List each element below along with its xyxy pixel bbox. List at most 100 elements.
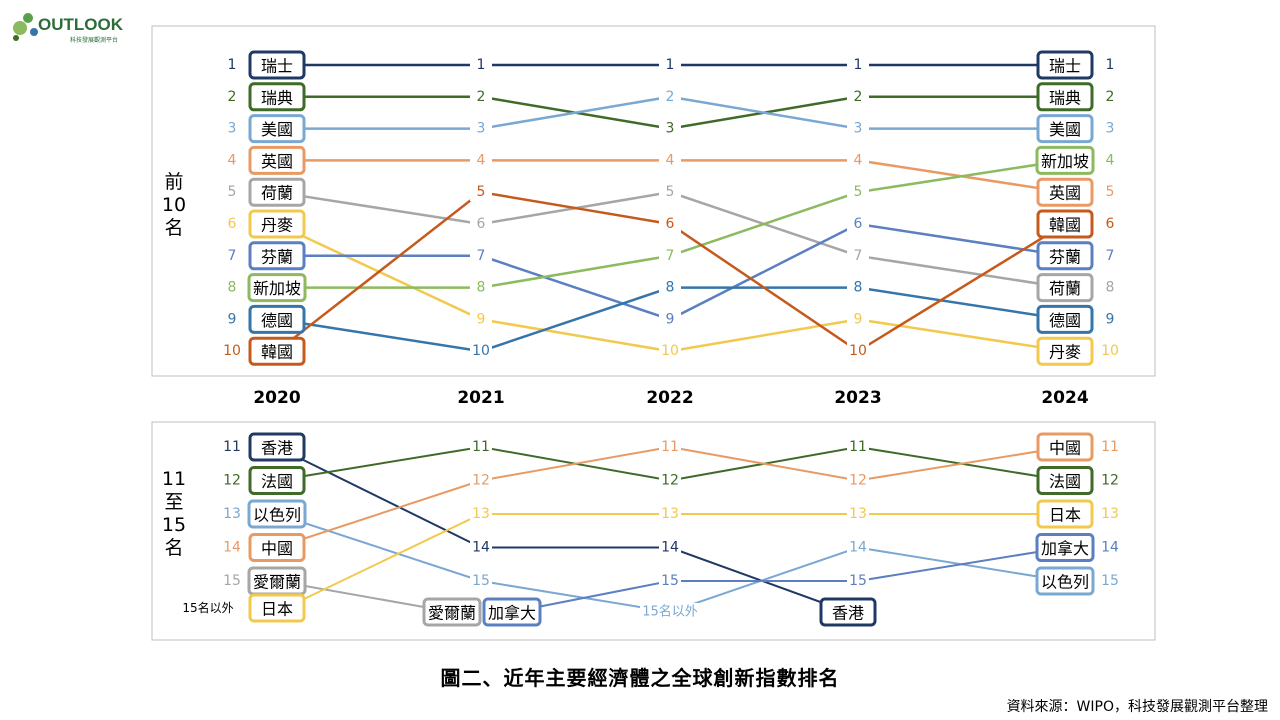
rank-bg xyxy=(470,572,492,590)
panel-label-top-line-1: 10 xyxy=(162,194,186,216)
rank-英國-2023: 4 xyxy=(854,152,863,168)
country-label-法國: 法國 xyxy=(1049,472,1081,491)
country-label-芬蘭: 芬蘭 xyxy=(261,247,293,266)
country-label-新加坡: 新加坡 xyxy=(253,279,301,298)
country-label-美國: 美國 xyxy=(1049,120,1081,139)
rank-美國-2022: 2 xyxy=(666,89,675,105)
rank-中國-2024: 11 xyxy=(1101,439,1119,455)
rank-丹麥-2020: 6 xyxy=(228,216,237,232)
rank-bg xyxy=(470,183,492,202)
rank-bg xyxy=(659,246,681,265)
country-label-加拿大: 加拿大 xyxy=(488,604,536,623)
series-line-香港 xyxy=(276,446,849,613)
rank-法國-2022: 12 xyxy=(661,473,679,489)
rank-bg xyxy=(470,505,492,523)
country-label-荷蘭: 荷蘭 xyxy=(1049,279,1081,298)
country-box-法國 xyxy=(1036,466,1094,495)
rank-瑞士-2022: 1 xyxy=(666,57,675,73)
rank-愛爾蘭-2020: 15 xyxy=(223,573,241,589)
country-box-日本 xyxy=(1036,499,1094,529)
rank-加拿大-2022: 15 xyxy=(661,573,679,589)
rank-bg xyxy=(847,56,869,74)
rank-以色列-2022: 15名以外 xyxy=(642,604,698,620)
country-box-芬蘭 xyxy=(1036,241,1094,271)
rank-bg xyxy=(470,538,492,557)
country-box-中國 xyxy=(248,533,306,562)
country-label-日本: 日本 xyxy=(261,600,293,619)
country-label-德國: 德國 xyxy=(1049,311,1081,330)
rank-法國-2023: 11 xyxy=(849,439,867,455)
rank-日本-2023: 13 xyxy=(849,506,867,522)
rank-美國-2023: 3 xyxy=(854,121,863,137)
country-label-瑞士: 瑞士 xyxy=(261,57,293,76)
source-note: 資料來源：WIPO，科技發展觀測平台整理 xyxy=(1006,699,1268,715)
rank-瑞典-2020: 2 xyxy=(228,89,237,105)
rank-美國-2024: 3 xyxy=(1106,121,1115,137)
rank-bg xyxy=(470,87,492,106)
country-label-丹麥: 丹麥 xyxy=(1049,343,1081,362)
country-label-香港: 香港 xyxy=(261,439,293,458)
country-box-加拿大 xyxy=(1035,533,1095,562)
rank-芬蘭-2020: 7 xyxy=(228,248,237,264)
rank-荷蘭-2023: 7 xyxy=(854,248,863,264)
rank-bg xyxy=(659,310,681,329)
year-label-2020: 2020 xyxy=(253,388,300,408)
rank-新加坡-2023: 5 xyxy=(854,184,863,200)
rank-bg xyxy=(847,87,869,106)
country-box-德國 xyxy=(1036,304,1094,334)
country-box-香港 xyxy=(819,597,877,627)
country-label-日本: 日本 xyxy=(1049,506,1081,525)
country-box-瑞典 xyxy=(1036,82,1094,112)
panel-bottom-frame xyxy=(151,421,1156,641)
rank-芬蘭-2024: 7 xyxy=(1106,248,1115,264)
rank-德國-2021: 10 xyxy=(472,343,490,359)
rank-荷蘭-2022: 5 xyxy=(666,184,675,200)
year-label-2024: 2024 xyxy=(1041,388,1088,408)
rank-日本-2024: 13 xyxy=(1101,506,1119,522)
figure-caption: 圖二、近年主要經濟體之全球創新指數排名 xyxy=(440,666,840,690)
country-label-愛爾蘭: 愛爾蘭 xyxy=(253,573,301,592)
rank-中國-2022: 11 xyxy=(661,439,679,455)
rank-韓國-2022: 6 xyxy=(666,216,675,232)
rank-bg xyxy=(659,151,681,170)
rank-加拿大-2023: 15 xyxy=(849,573,867,589)
country-label-丹麥: 丹麥 xyxy=(261,216,293,235)
rank-bg xyxy=(659,119,681,138)
rank-瑞士-2020: 1 xyxy=(228,57,237,73)
country-box-中國 xyxy=(1036,432,1094,462)
rank-bg xyxy=(847,183,869,202)
country-box-日本 xyxy=(248,593,306,623)
year-label-2023: 2023 xyxy=(834,388,881,408)
country-label-芬蘭: 芬蘭 xyxy=(1049,247,1081,266)
rank-韓國-2020: 10 xyxy=(223,343,241,359)
year-label-2022: 2022 xyxy=(646,388,693,408)
panel-label-bottom-line-0: 11 xyxy=(162,468,186,490)
rank-芬蘭-2023: 6 xyxy=(854,216,863,232)
country-box-韓國 xyxy=(248,336,306,366)
rank-bg xyxy=(847,572,869,590)
rank-瑞典-2023: 2 xyxy=(854,89,863,105)
panel-label-bottom-line-3: 名 xyxy=(164,537,183,559)
rank-美國-2020: 3 xyxy=(228,121,237,137)
rank-bg xyxy=(847,505,869,523)
country-box-新加坡 xyxy=(1035,145,1095,175)
country-box-荷蘭 xyxy=(248,177,306,207)
svg-text:科技發展觀測平台: 科技發展觀測平台 xyxy=(70,36,118,44)
country-label-英國: 英國 xyxy=(261,152,293,171)
country-box-法國 xyxy=(248,466,306,495)
rank-丹麥-2021: 9 xyxy=(477,311,486,327)
rank-日本-2021: 13 xyxy=(472,506,490,522)
panel-label-bottom-line-1: 至 xyxy=(164,491,183,513)
series-line-荷蘭 xyxy=(276,190,1066,289)
rank-bg xyxy=(640,603,700,621)
rank-英國-2020: 4 xyxy=(228,152,237,168)
series-line-日本 xyxy=(276,513,1065,613)
country-label-瑞典: 瑞典 xyxy=(1049,88,1081,107)
country-box-德國 xyxy=(248,304,306,334)
country-box-丹麥 xyxy=(248,209,306,239)
rank-bg xyxy=(470,246,492,265)
country-box-香港 xyxy=(248,432,306,462)
rank-德國-2024: 9 xyxy=(1106,311,1115,327)
rank-芬蘭-2021: 7 xyxy=(477,248,486,264)
rank-bg xyxy=(470,438,492,456)
